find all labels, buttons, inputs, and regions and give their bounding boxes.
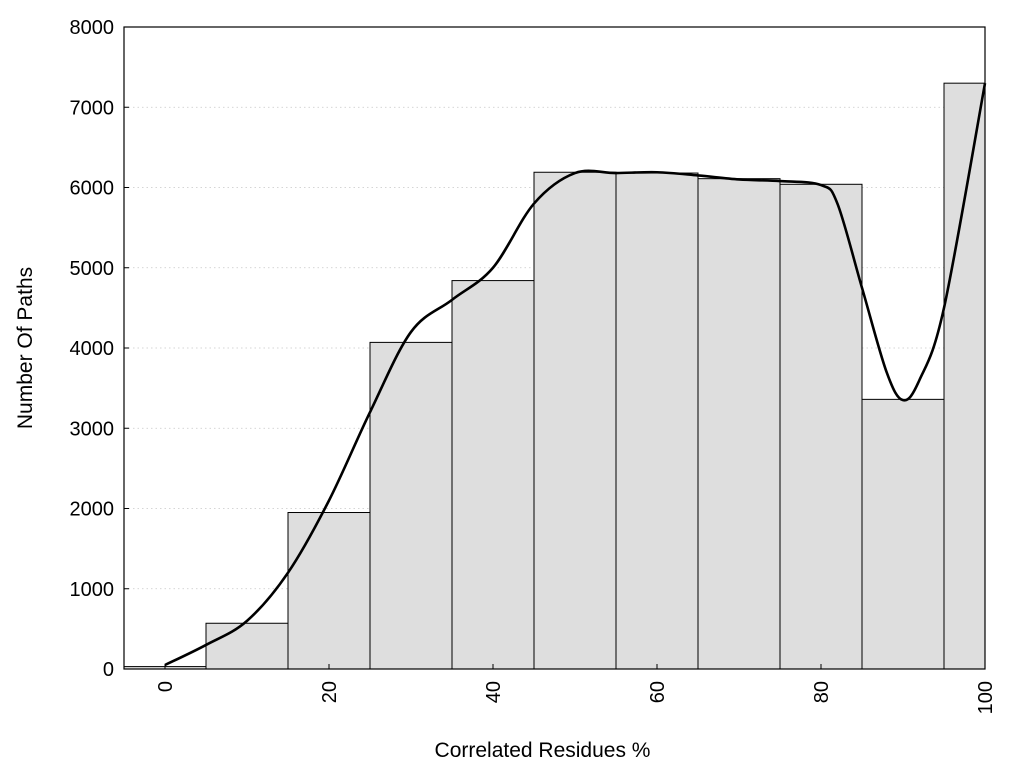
bar-2	[287, 512, 371, 670]
trend-curve-line	[164, 82, 987, 667]
trend-curve	[164, 82, 987, 667]
x-tick-label-3: 60	[647, 681, 669, 703]
bar-3	[369, 341, 453, 670]
bar-8	[779, 183, 863, 670]
bar-1	[205, 622, 289, 670]
bar-4	[451, 280, 535, 670]
x-tick-label-5: 100	[975, 681, 997, 714]
x-tick-label-1: 20	[319, 681, 341, 703]
bar-6	[615, 172, 699, 670]
x-axis-ticks: 0 20 40 60 80 100	[155, 664, 997, 714]
y-axis-ticks: 0 1000 2000 3000 4000 5000 6000 7000 8000	[70, 17, 129, 681]
x-axis-title: Correlated Residues %	[435, 739, 651, 762]
x-tick-label-0: 0	[155, 681, 177, 692]
y-tick-label-8: 8000	[70, 17, 115, 39]
y-tick-label-1: 1000	[70, 579, 115, 601]
y-axis-title: Number Of Paths	[14, 267, 37, 429]
bars	[123, 82, 986, 670]
y-tick-label-7: 7000	[70, 97, 115, 119]
bar-7	[697, 178, 781, 670]
y-tick-label-2: 2000	[70, 499, 115, 521]
x-tick-label-4: 80	[811, 681, 833, 703]
y-tick-label-4: 4000	[70, 338, 115, 360]
y-tick-label-5: 5000	[70, 258, 115, 280]
y-tick-label-3: 3000	[70, 418, 115, 440]
x-tick-label-2: 40	[483, 681, 505, 703]
y-tick-label-6: 6000	[70, 178, 115, 200]
y-tick-label-0: 0	[103, 659, 114, 681]
bar-5	[533, 171, 617, 670]
bar-9	[861, 398, 945, 670]
bar-10	[943, 82, 986, 670]
